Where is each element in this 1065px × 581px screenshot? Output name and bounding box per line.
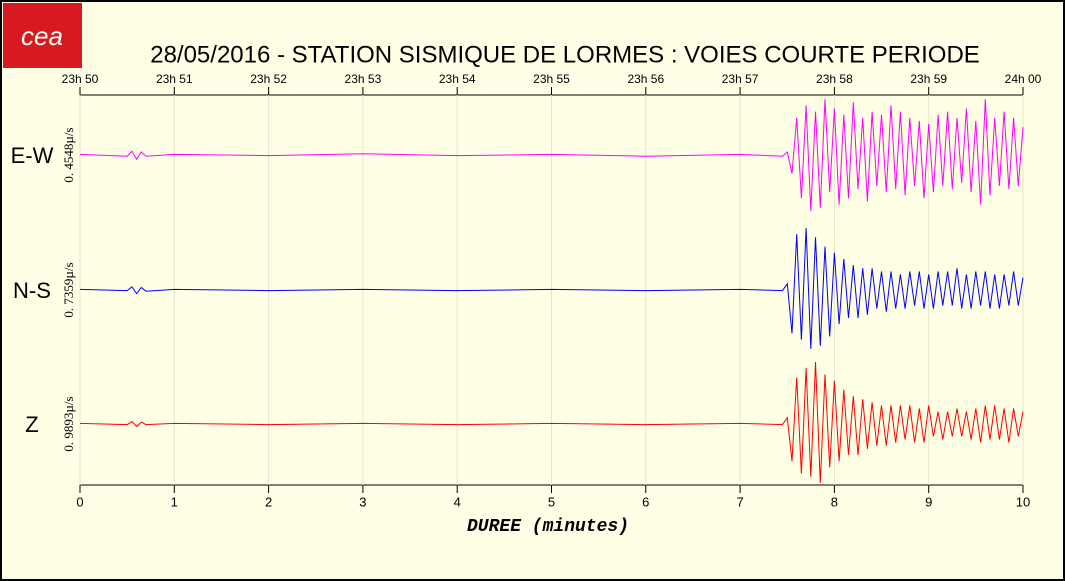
x-tick-label: 0 <box>76 494 83 509</box>
top-tick-label: 24h 00 <box>1005 72 1042 86</box>
top-tick-label: 23h 50 <box>62 72 99 86</box>
channel-scale: 0. 9893µ/s <box>61 396 76 451</box>
x-tick-label: 9 <box>925 494 932 509</box>
top-tick-label: 23h 51 <box>156 72 193 86</box>
x-tick-label: 10 <box>1016 494 1030 509</box>
x-tick-label: 2 <box>265 494 272 509</box>
x-axis-label: DUREE (minutes) <box>467 517 629 537</box>
top-tick-label: 23h 54 <box>439 72 476 86</box>
top-tick-label: 23h 52 <box>250 72 287 86</box>
logo-box <box>3 3 82 68</box>
top-tick-label: 23h 57 <box>722 72 759 86</box>
x-tick-label: 4 <box>454 494 461 509</box>
channel-name: E-W <box>11 143 54 168</box>
x-tick-label: 3 <box>359 494 366 509</box>
x-tick-label: 8 <box>831 494 838 509</box>
x-tick-label: 7 <box>736 494 743 509</box>
logo-text: cea <box>21 21 63 51</box>
chart-title: 28/05/2016 - STATION SISMIQUE DE LORMES … <box>150 41 980 68</box>
top-tick-label: 23h 53 <box>345 72 382 86</box>
x-tick-label: 6 <box>642 494 649 509</box>
top-tick-label: 23h 58 <box>816 72 853 86</box>
trace <box>79 99 1024 211</box>
channel-scale: 0. 7359µ/s <box>61 262 76 317</box>
x-tick-label: 5 <box>548 494 555 509</box>
channel-scale: 0. 4548µ/s <box>61 127 76 182</box>
trace <box>79 361 1024 483</box>
channel-name: Z <box>25 412 38 437</box>
top-tick-label: 23h 55 <box>533 72 570 86</box>
channel-name: N-S <box>13 278 51 303</box>
top-tick-label: 23h 59 <box>910 72 947 86</box>
x-tick-label: 1 <box>171 494 178 509</box>
top-tick-label: 23h 56 <box>627 72 664 86</box>
trace <box>79 227 1024 349</box>
